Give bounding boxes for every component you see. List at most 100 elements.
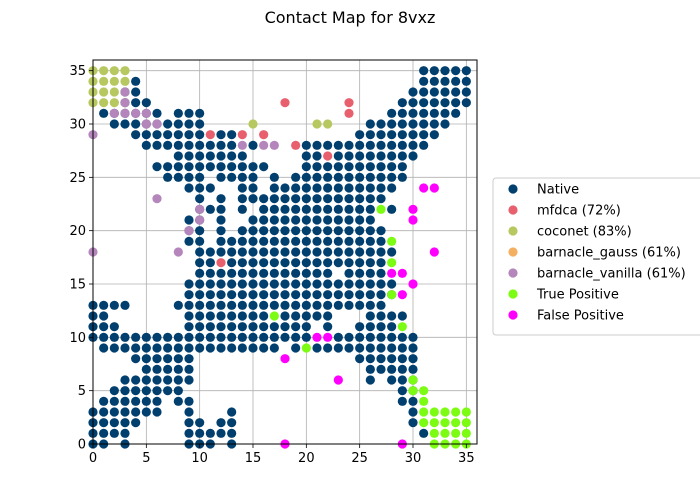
data-point bbox=[323, 119, 333, 129]
data-point bbox=[173, 247, 183, 257]
data-point bbox=[131, 386, 141, 396]
data-point bbox=[355, 290, 365, 300]
data-point bbox=[387, 183, 397, 193]
data-point bbox=[259, 204, 269, 214]
data-point bbox=[99, 396, 109, 406]
x-tick-label: 25 bbox=[351, 451, 368, 466]
data-point bbox=[269, 279, 279, 289]
data-point bbox=[184, 108, 194, 118]
data-point bbox=[109, 396, 119, 406]
data-point bbox=[387, 268, 397, 278]
data-point bbox=[141, 396, 151, 406]
plot-area bbox=[88, 59, 478, 449]
data-point bbox=[259, 258, 269, 268]
data-point bbox=[333, 151, 343, 161]
data-point bbox=[163, 130, 173, 140]
data-point bbox=[323, 162, 333, 172]
legend-marker bbox=[508, 184, 518, 194]
data-point bbox=[387, 204, 397, 214]
data-point bbox=[355, 279, 365, 289]
data-point bbox=[312, 119, 322, 129]
data-point bbox=[312, 194, 322, 204]
data-point bbox=[216, 162, 226, 172]
legend-label: barnacle_vanilla (61%) bbox=[537, 267, 686, 282]
data-point bbox=[301, 140, 311, 150]
data-point bbox=[387, 375, 397, 385]
data-point bbox=[99, 300, 109, 310]
data-point bbox=[259, 247, 269, 257]
x-tick-label: 0 bbox=[89, 451, 97, 466]
data-point bbox=[163, 332, 173, 342]
data-point bbox=[312, 290, 322, 300]
data-point bbox=[152, 119, 162, 129]
data-point bbox=[376, 247, 386, 257]
data-point bbox=[205, 428, 215, 438]
data-point bbox=[99, 66, 109, 76]
data-point bbox=[408, 130, 418, 140]
data-point bbox=[323, 279, 333, 289]
x-tick-label: 5 bbox=[142, 451, 150, 466]
data-point bbox=[301, 247, 311, 257]
data-point bbox=[131, 354, 141, 364]
data-point bbox=[301, 311, 311, 321]
data-point bbox=[365, 300, 375, 310]
legend-label: barnacle_gauss (61%) bbox=[537, 246, 681, 261]
data-point bbox=[301, 204, 311, 214]
data-point bbox=[301, 226, 311, 236]
data-point bbox=[195, 194, 205, 204]
data-point bbox=[387, 354, 397, 364]
data-point bbox=[109, 428, 119, 438]
data-point bbox=[99, 98, 109, 108]
data-point bbox=[419, 76, 429, 86]
chart-title: Contact Map for 8vxz bbox=[265, 8, 436, 27]
data-point bbox=[387, 151, 397, 161]
data-point bbox=[291, 300, 301, 310]
data-point bbox=[355, 172, 365, 182]
data-point bbox=[141, 332, 151, 342]
data-point bbox=[109, 108, 119, 118]
data-point bbox=[312, 236, 322, 246]
data-point bbox=[312, 162, 322, 172]
data-point bbox=[184, 364, 194, 374]
data-point bbox=[216, 130, 226, 140]
data-point bbox=[173, 396, 183, 406]
data-point bbox=[227, 247, 237, 257]
data-point bbox=[291, 194, 301, 204]
data-point bbox=[216, 215, 226, 225]
data-point bbox=[291, 311, 301, 321]
data-point bbox=[131, 119, 141, 129]
data-point bbox=[205, 247, 215, 257]
data-point bbox=[99, 76, 109, 86]
data-point bbox=[131, 76, 141, 86]
data-point bbox=[344, 226, 354, 236]
data-point bbox=[280, 194, 290, 204]
data-point bbox=[141, 375, 151, 385]
data-point bbox=[419, 87, 429, 97]
data-point bbox=[248, 162, 258, 172]
data-point bbox=[237, 151, 247, 161]
data-point bbox=[440, 418, 450, 428]
data-point bbox=[461, 428, 471, 438]
data-point bbox=[227, 140, 237, 150]
data-point bbox=[333, 172, 343, 182]
data-point bbox=[205, 279, 215, 289]
data-point bbox=[344, 98, 354, 108]
data-point bbox=[397, 322, 407, 332]
data-point bbox=[323, 343, 333, 353]
data-point bbox=[312, 332, 322, 342]
data-point bbox=[173, 119, 183, 129]
data-point bbox=[451, 66, 461, 76]
data-point bbox=[280, 322, 290, 332]
data-point bbox=[333, 162, 343, 172]
data-point bbox=[419, 183, 429, 193]
data-point bbox=[365, 279, 375, 289]
data-point bbox=[387, 258, 397, 268]
data-point bbox=[376, 172, 386, 182]
data-point bbox=[109, 66, 119, 76]
data-point bbox=[312, 172, 322, 182]
data-point bbox=[344, 236, 354, 246]
data-point bbox=[237, 204, 247, 214]
data-point bbox=[205, 268, 215, 278]
data-point bbox=[216, 322, 226, 332]
data-point bbox=[195, 183, 205, 193]
